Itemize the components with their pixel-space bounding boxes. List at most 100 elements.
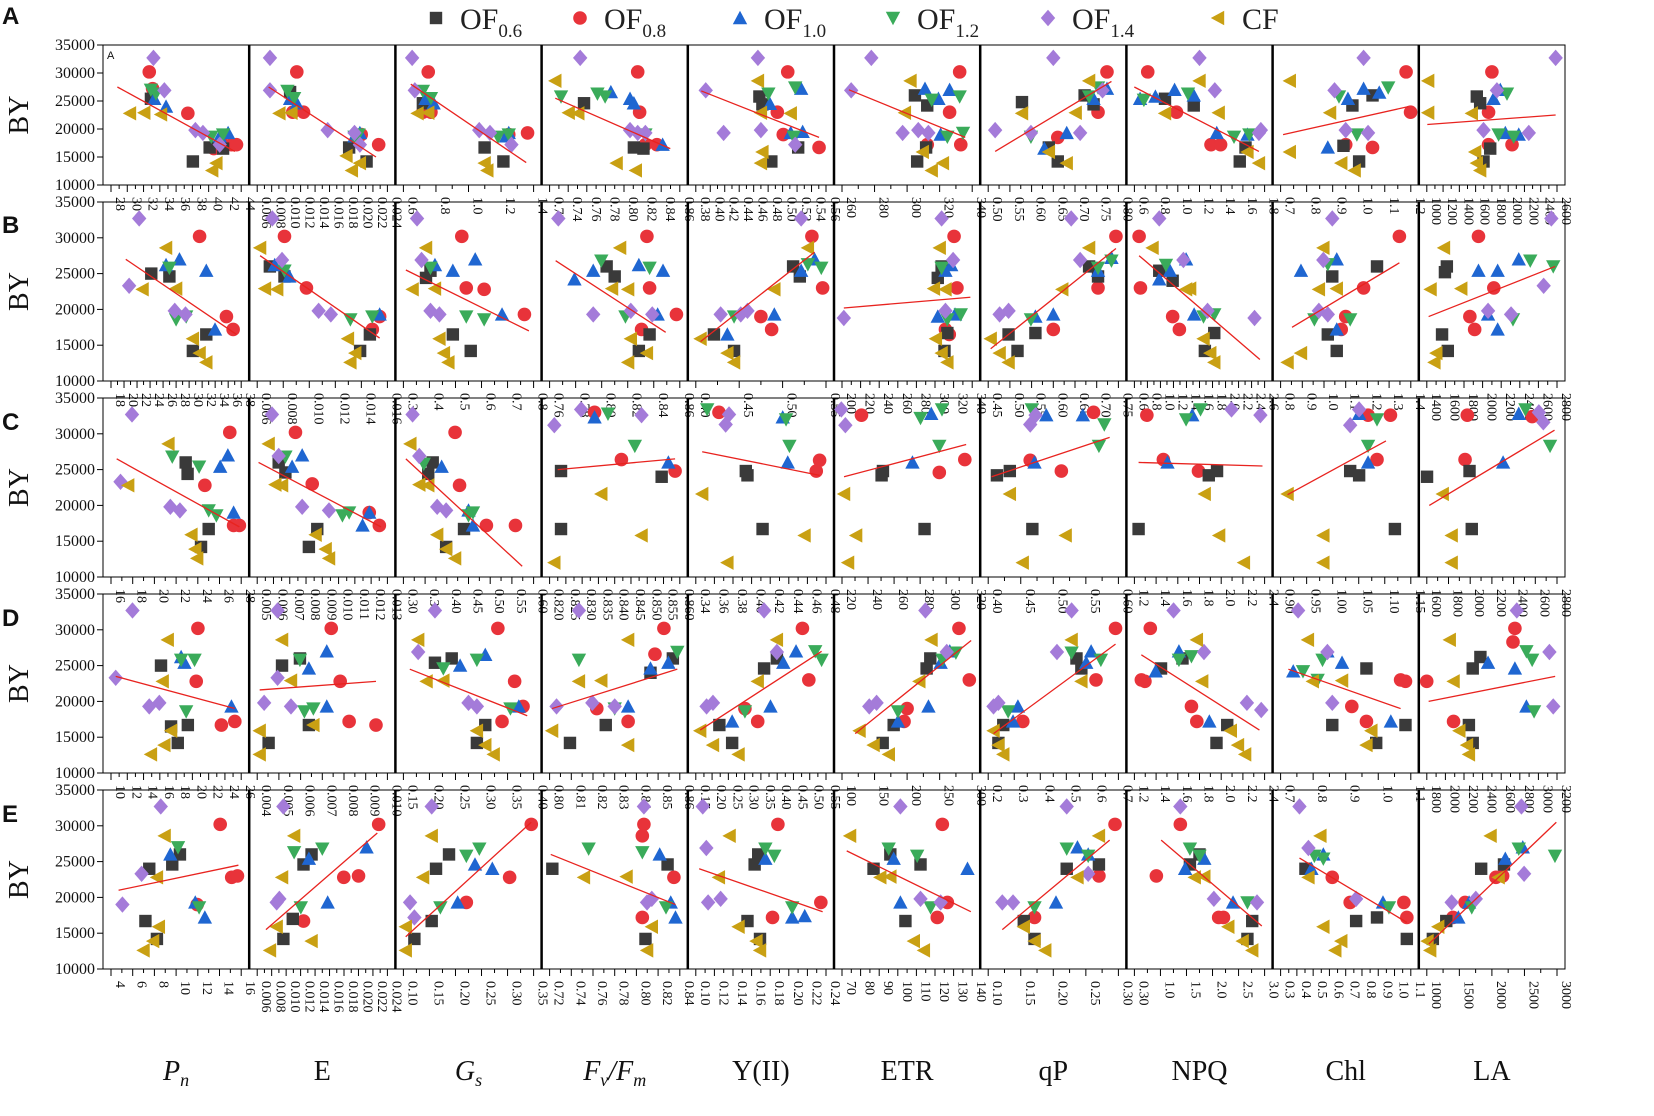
x-tick-label: 1000 <box>1428 197 1443 225</box>
x-tick-label: 0.835 <box>599 589 614 621</box>
x-tick-label: 0.50 <box>784 197 799 222</box>
data-point-of12 <box>292 653 308 668</box>
data-point-of10 <box>319 699 334 713</box>
data-point-cf <box>1316 919 1330 934</box>
data-point-of06 <box>1474 862 1488 875</box>
panel-d-5: 0.150.200.250.300.350.400.450.500.55 <box>686 594 842 810</box>
data-point-cf <box>609 155 623 171</box>
y-tick-label: 15000 <box>55 729 95 746</box>
data-point-of06 <box>202 522 215 536</box>
data-point-cf <box>800 240 815 256</box>
legend-label: OF0.8 <box>604 3 666 42</box>
data-point-of06 <box>707 328 721 341</box>
data-point-of08 <box>1149 869 1164 883</box>
legend-label: OF1.2 <box>917 3 979 42</box>
y-tick-label: 25000 <box>55 266 95 283</box>
x-tick-label: 12 <box>199 981 214 995</box>
data-point-of14 <box>172 502 188 519</box>
data-point-of14 <box>1166 602 1181 619</box>
data-point-cf <box>1459 737 1474 753</box>
data-point-of12 <box>1491 128 1506 142</box>
data-point-of08 <box>1050 130 1065 145</box>
panel-e-6: 70 80 90 100 110 120 130 140 <box>832 790 988 1002</box>
x-tick-label: 0.8 <box>1157 197 1172 215</box>
data-point-cf <box>1280 486 1294 502</box>
x-tick-label: 1.8 <box>1214 393 1229 411</box>
x-tick-label: 0.014 <box>316 197 331 229</box>
y-tick-label: 10000 <box>55 373 95 390</box>
x-tick-label: 0.012 <box>372 589 387 621</box>
data-point-of06 <box>429 862 443 875</box>
data-point-of08 <box>648 647 662 661</box>
data-point-of14 <box>793 210 809 227</box>
data-point-of08 <box>1356 281 1371 295</box>
data-point-cf <box>209 155 223 171</box>
data-point-of08 <box>351 869 366 883</box>
x-tick-label: 0.38 <box>697 197 712 222</box>
x-tick-label: 2400 <box>1484 785 1499 813</box>
panel-a-9: 0.70.80.91.01.11.2 <box>1271 45 1427 215</box>
x-tick-label: 0.12 <box>715 981 730 1006</box>
x-tick-label: 0.6 <box>1093 785 1108 803</box>
x-tick-label: 0.007 <box>291 589 306 621</box>
data-point-of08 <box>814 895 828 910</box>
data-point-of08 <box>508 518 523 533</box>
x-tick-label: 2200 <box>1502 393 1517 421</box>
data-point-of12 <box>881 842 896 856</box>
trend-line <box>125 258 237 335</box>
data-point-of06 <box>200 328 213 341</box>
data-point-of10 <box>960 861 975 875</box>
data-point-cf <box>873 870 887 885</box>
data-point-cf <box>1334 155 1348 171</box>
data-point-of08 <box>1191 464 1206 478</box>
y-tick-label: 10000 <box>55 569 95 586</box>
panel-a-8: 0.60.81.01.21.41.61.8 <box>1125 45 1281 215</box>
y-axis-label: BY <box>4 468 35 507</box>
data-point-cf <box>1472 163 1487 178</box>
x-tick-label: 260 <box>899 393 914 414</box>
data-point-of10 <box>886 851 901 865</box>
data-point-of10 <box>468 252 483 266</box>
data-point-of10 <box>763 699 778 713</box>
data-point-of14 <box>108 669 123 686</box>
x-tick-label: 0.85 <box>659 785 674 810</box>
x-tick-label: 0.25 <box>456 785 471 810</box>
x-tick-label: 0.30 <box>483 785 498 810</box>
y-tick-label: 10000 <box>55 765 95 782</box>
data-point-of10 <box>199 263 214 277</box>
data-point-of06 <box>910 155 924 168</box>
data-point-cf <box>185 331 200 346</box>
x-tick-label: 0.009 <box>367 785 382 817</box>
data-point-of08 <box>1463 309 1477 324</box>
x-tick-label: 1.3 <box>1390 393 1405 411</box>
data-point-of06 <box>445 652 458 665</box>
x-tick-label: 1.6 <box>1179 589 1194 607</box>
data-point-cf <box>938 282 952 297</box>
data-point-cf <box>932 240 946 256</box>
data-point-of08 <box>637 817 651 832</box>
data-point-of12 <box>940 130 955 145</box>
row-b: BBY1000015000200002500030000350001820222… <box>2 194 1573 425</box>
data-point-of14 <box>695 798 710 815</box>
data-point-of14 <box>272 890 287 908</box>
x-tick-label: 0.65 <box>1054 197 1069 222</box>
data-point-of12 <box>423 261 438 276</box>
data-point-cf <box>438 541 453 557</box>
data-point-of10 <box>1209 125 1224 140</box>
panel-d-7: 0.20.30.40.50.60.7 <box>978 594 1134 803</box>
x-tick-label: 1.0 <box>1360 197 1375 215</box>
data-point-of14 <box>1063 210 1079 227</box>
x-tick-label: 30 <box>128 197 143 211</box>
legend-marker-of08 <box>573 11 587 25</box>
data-point-of10 <box>1329 252 1344 266</box>
x-tick-label: 0.010 <box>340 589 355 621</box>
data-point-of14 <box>1080 865 1096 882</box>
data-point-of08 <box>1458 452 1472 467</box>
x-tick-label: 0.4 <box>1298 981 1313 999</box>
data-point-of12 <box>600 407 616 421</box>
x-tick-label: 0.006 <box>258 981 273 1013</box>
data-point-of12 <box>365 310 380 324</box>
data-point-cf <box>286 828 301 844</box>
